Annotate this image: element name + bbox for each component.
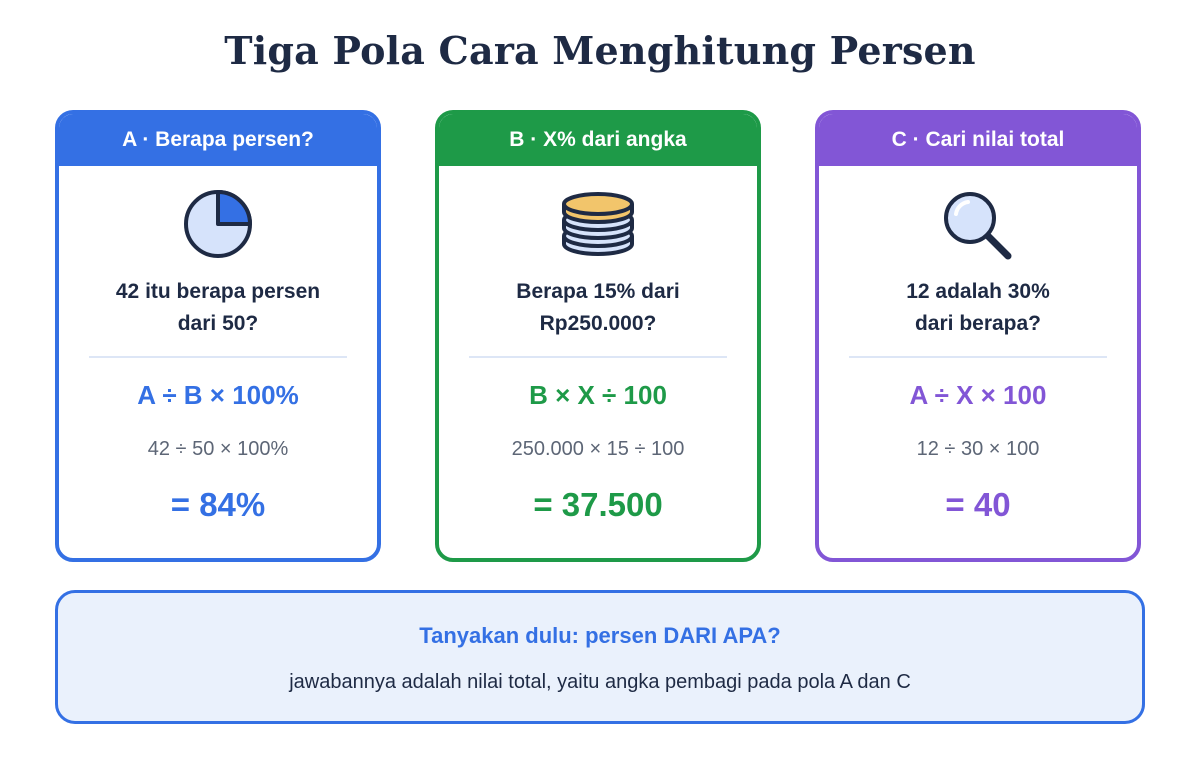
result-b: = 37.500	[533, 486, 663, 523]
question-line: 42 itu berapa persen	[115, 280, 321, 303]
tip-title: Tanyakan dulu: persen DARI APA?	[419, 623, 781, 648]
coin-stack-icon	[562, 192, 634, 256]
card-header-b: B · X% dari angka	[439, 114, 757, 166]
question-text-b: Berapa 15% dari Rp250.000?	[459, 276, 737, 340]
pattern-card-a: A · Berapa persen? 42 itu berapa persen …	[55, 110, 381, 562]
formula-b: B × X ÷ 100	[529, 380, 667, 410]
formula-c: A ÷ X × 100	[909, 380, 1047, 410]
question-line: 12 adalah 30%	[906, 280, 1050, 303]
page-title: Tiga Pola Cara Menghitung Persen	[224, 28, 976, 73]
card-header-c: C · Cari nilai total	[819, 114, 1137, 166]
question-line: Rp250.000?	[539, 312, 657, 335]
question-line: dari berapa?	[914, 312, 1042, 335]
card-header-a: A · Berapa persen?	[59, 114, 377, 166]
question-text-a: 42 itu berapa persen dari 50?	[79, 276, 357, 340]
calculation-b: 250.000 × 15 ÷ 100	[511, 438, 685, 460]
pie-chart-icon	[184, 190, 252, 258]
calculation-a: 42 ÷ 50 × 100%	[147, 438, 289, 460]
tip-subtitle: jawabannya adalah nilai total, yaitu ang…	[289, 671, 911, 693]
calculation-c: 12 ÷ 30 × 100	[916, 438, 1040, 460]
result-a: = 84%	[170, 486, 266, 523]
question-text-c: 12 adalah 30% dari berapa?	[839, 276, 1117, 340]
pattern-card-b: B · X% dari angka Berapa 15% dari Rp250.…	[435, 110, 761, 562]
tip-box: Tanyakan dulu: persen DARI APA? jawabann…	[55, 590, 1145, 724]
formula-a: A ÷ B × 100%	[137, 380, 299, 410]
magnifier-icon	[944, 192, 1012, 260]
result-c: = 40	[945, 486, 1011, 523]
question-line: Berapa 15% dari	[516, 280, 680, 303]
divider	[469, 356, 727, 358]
divider	[849, 356, 1107, 358]
divider	[89, 356, 347, 358]
question-line: dari 50?	[177, 312, 259, 335]
pattern-card-c: C · Cari nilai total 12 adalah 30% dari …	[815, 110, 1141, 562]
